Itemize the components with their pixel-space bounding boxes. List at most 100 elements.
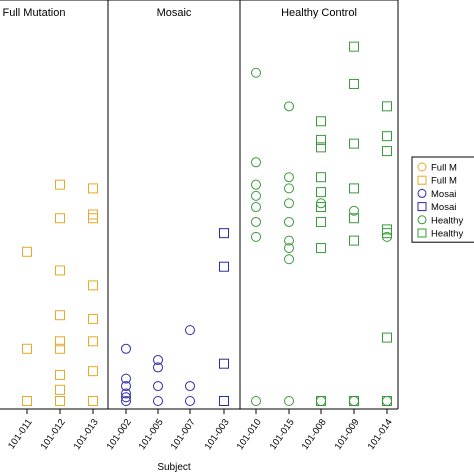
data-point-square	[349, 78, 359, 89]
data-point-square	[219, 396, 229, 406]
data-point-circle	[251, 396, 261, 406]
legend-label: Full M	[431, 176, 457, 187]
panel-title: Full Mutation	[3, 7, 66, 19]
data-point-circle	[251, 216, 261, 227]
data-point-circle	[153, 396, 163, 406]
data-point-square	[55, 265, 65, 276]
data-point-square	[316, 243, 326, 254]
data-point-square	[349, 138, 359, 149]
x-tick-label: 101-011	[6, 417, 35, 451]
data-point-square	[22, 396, 32, 406]
data-point-circle	[185, 325, 195, 336]
data-point-square	[219, 358, 229, 369]
data-point-square	[88, 396, 98, 406]
data-point-circle	[349, 205, 359, 216]
data-point-square	[88, 366, 98, 377]
data-point-square	[88, 209, 98, 220]
data-point-square	[88, 183, 98, 194]
data-point-circle	[251, 67, 261, 78]
data-point-circle	[284, 198, 294, 209]
data-point-circle	[382, 396, 392, 406]
data-point-circle	[153, 354, 163, 365]
data-point-square	[55, 310, 65, 321]
data-point-square	[55, 179, 65, 190]
data-point-square	[219, 228, 229, 239]
data-point-square	[349, 213, 359, 224]
data-point-square	[316, 396, 326, 406]
data-point-square	[349, 183, 359, 194]
legend-marker-square	[417, 175, 427, 185]
data-point-circle	[121, 343, 131, 354]
data-point-circle	[121, 381, 131, 392]
data-point-square	[349, 41, 359, 52]
data-point-circle	[316, 396, 326, 406]
data-point-square	[349, 235, 359, 246]
legend-marker-circle	[417, 162, 427, 172]
data-point-square	[382, 146, 392, 157]
data-point-circle	[284, 254, 294, 265]
legend-marker-square	[417, 228, 427, 238]
x-tick-label: 101-010	[235, 417, 264, 452]
legend-marker-circle	[417, 215, 427, 225]
x-axis-label: Subject	[157, 462, 191, 473]
legend-label: Healthy	[431, 229, 463, 240]
data-point-square	[55, 343, 65, 354]
data-point-circle	[121, 396, 131, 406]
x-tick-label: 101-009	[333, 417, 362, 452]
data-point-square	[316, 216, 326, 227]
data-point-square	[316, 116, 326, 127]
data-point-circle	[349, 396, 359, 406]
data-point-circle	[316, 198, 326, 209]
x-tick-label: 101-014	[366, 417, 395, 452]
data-point-square	[55, 396, 65, 406]
legend-label: Mosai	[431, 202, 456, 213]
data-point-circle	[153, 362, 163, 373]
panel-title: Healthy Control	[281, 7, 357, 19]
data-point-circle	[121, 373, 131, 384]
data-point-square	[382, 131, 392, 142]
data-point-square	[316, 172, 326, 183]
x-tick-label: 101-005	[137, 417, 166, 452]
panel-title: Mosaic	[157, 7, 192, 19]
x-tick-label: 101-012	[39, 417, 68, 452]
data-point-square	[316, 187, 326, 198]
data-point-square	[55, 369, 65, 380]
data-point-circle	[284, 216, 294, 227]
data-point-circle	[153, 381, 163, 392]
data-point-square	[382, 228, 392, 239]
legend-label: Healthy	[431, 215, 463, 226]
data-point-circle	[185, 396, 195, 406]
data-point-circle	[251, 157, 261, 168]
data-point-square	[88, 280, 98, 291]
data-point-circle	[284, 172, 294, 183]
data-point-square	[55, 384, 65, 395]
data-point-circle	[121, 392, 131, 403]
data-point-square	[219, 261, 229, 272]
data-point-square	[382, 396, 392, 406]
x-tick-label: 101-002	[105, 417, 134, 452]
data-point-square	[88, 336, 98, 347]
data-point-square	[382, 101, 392, 112]
legend-marker-square	[417, 202, 427, 212]
data-point-circle	[284, 243, 294, 254]
data-point-circle	[284, 183, 294, 194]
x-tick-label: 101-007	[169, 417, 198, 452]
x-tick-label: 101-013	[72, 417, 101, 452]
data-point-square	[55, 336, 65, 347]
data-point-square	[349, 396, 359, 406]
data-point-circle	[284, 396, 294, 406]
x-tick-label: 101-015	[268, 417, 297, 452]
data-point-square	[382, 332, 392, 343]
data-point-square	[22, 246, 32, 257]
x-tick-label: 101-008	[300, 417, 329, 452]
legend-label: Full M	[431, 163, 457, 174]
data-point-square	[316, 142, 326, 153]
data-point-square	[55, 213, 65, 224]
data-point-circle	[185, 381, 195, 392]
data-point-circle	[121, 388, 131, 399]
data-point-square	[316, 134, 326, 145]
data-point-circle	[284, 235, 294, 246]
data-point-square	[316, 202, 326, 213]
legend-label: Mosai	[431, 189, 456, 200]
